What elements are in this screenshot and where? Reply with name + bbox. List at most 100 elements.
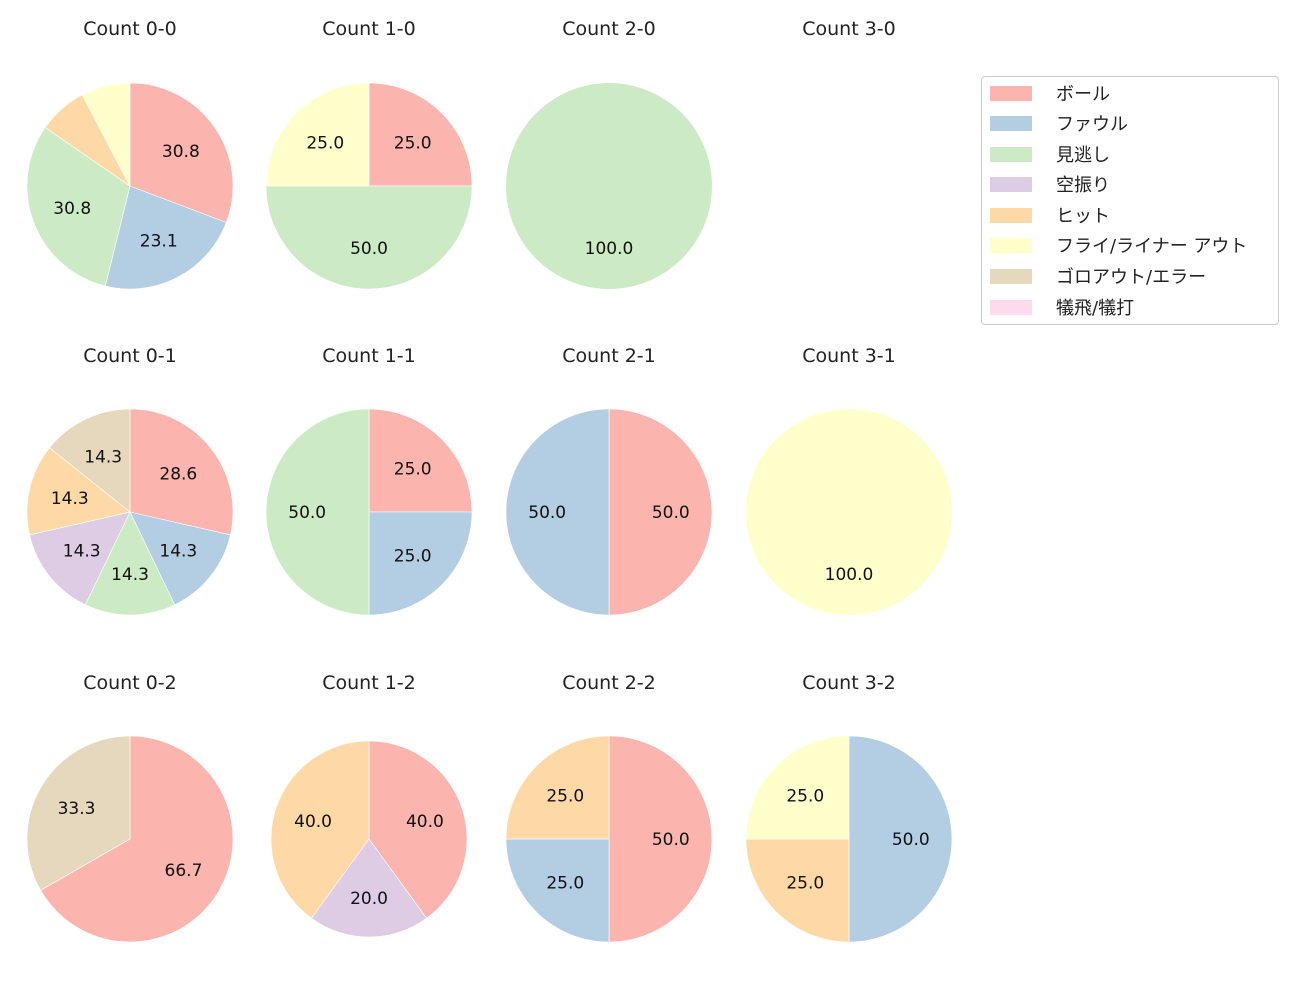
pie-slice-label: 25.0 — [394, 547, 432, 567]
pie-slice — [368, 740, 468, 919]
pie-slice — [104, 185, 227, 290]
pie-slice — [84, 511, 176, 616]
pie-slice — [26, 735, 131, 891]
pie-slice-label: 50.0 — [892, 830, 930, 850]
pie-slice — [368, 511, 473, 616]
pie-slice-label: 14.3 — [111, 565, 149, 585]
pie-slice — [745, 735, 850, 840]
legend-label: 見逃し — [1056, 145, 1110, 166]
legend-label: ボール — [1056, 84, 1110, 105]
pie-slice — [608, 735, 713, 943]
pie-slice — [506, 83, 712, 289]
pie-slice-label: 50.0 — [350, 239, 388, 259]
pie-slice-label: 23.1 — [140, 232, 178, 252]
pie-slice — [608, 408, 713, 616]
legend-swatch — [990, 146, 1032, 162]
legend-item-fly-liner-out: フライ/ライナー アウト — [990, 233, 1247, 257]
legend-swatch — [990, 299, 1032, 315]
pie-slice-label: 25.0 — [394, 459, 432, 479]
pie-slice — [29, 511, 131, 606]
legend: ボール ファウル 見逃し 空振り ヒット フライ/ライナー アウト ゴロアウト/… — [981, 76, 1279, 325]
pie-title: Count 3-0 — [802, 18, 896, 40]
pie-slice — [368, 82, 473, 187]
pie-title: Count 2-2 — [562, 672, 656, 694]
pie-title: Count 0-2 — [83, 672, 177, 694]
legend-swatch — [990, 237, 1032, 253]
legend-label: ゴロアウト/エラー — [1056, 267, 1207, 288]
pie-chart: Count 2-2 50.0 25.0 25.0 — [505, 672, 713, 943]
pie-slice — [505, 408, 610, 616]
pie-slice — [40, 735, 234, 943]
pie-slice-label: 28.6 — [159, 464, 197, 484]
pie-slice-label: 25.0 — [786, 786, 824, 806]
pie-title: Count 2-0 — [562, 18, 656, 40]
legend-item-ball: ボール — [990, 81, 1110, 105]
pie-chart: Count 0-0 30.8 23.1 30.8 — [26, 18, 234, 290]
pie-chart: Count 2-0 100.0 — [506, 18, 712, 289]
legend-item-swinging-strike: 空振り — [990, 172, 1110, 196]
legend-label: フライ/ライナー アウト — [1056, 236, 1248, 257]
pie-slice — [745, 838, 850, 943]
legend-item-sacrifice: 犠飛/犠打 — [990, 295, 1134, 319]
pie-slice — [270, 740, 370, 919]
pie-slice — [265, 185, 473, 290]
pie-slice-label: 33.3 — [58, 799, 96, 819]
legend-item-hit: ヒット — [990, 203, 1110, 227]
pie-title: Count 1-0 — [322, 18, 416, 40]
pie-slice-label: 25.0 — [306, 133, 344, 153]
pie-slice — [129, 82, 234, 223]
pie-chart: Count 1-1 25.0 25.0 50.0 — [265, 345, 473, 616]
pie-slice-label: 50.0 — [288, 503, 326, 523]
pie-title: Count 2-1 — [562, 345, 656, 367]
pie-slice — [505, 838, 610, 943]
pie-chart: Count 3-0 — [802, 18, 896, 40]
pie-slice-label: 30.8 — [162, 142, 200, 162]
pie-slice-label: 14.3 — [63, 542, 101, 562]
pie-slice-label: 14.3 — [51, 489, 89, 509]
pie-slice — [81, 82, 131, 187]
pie-title: Count 1-1 — [322, 345, 416, 367]
pie-chart: Count 0-2 66.7 33.3 — [26, 672, 234, 943]
pie-slice-label: 25.0 — [546, 874, 584, 894]
pie-slice — [26, 447, 131, 536]
pie-slice — [26, 127, 131, 287]
pie-slice — [746, 409, 952, 615]
pie-slice-label: 14.3 — [84, 447, 122, 467]
pie-slice — [129, 408, 234, 536]
pie-slice — [129, 511, 231, 606]
pie-slice — [368, 408, 473, 513]
pie-slice-label: 100.0 — [825, 565, 874, 585]
pie-slice-label: 25.0 — [546, 786, 584, 806]
pie-chart: Count 0-1 28.6 14.3 14.3 14.3 14.3 14.3 — [26, 345, 234, 616]
pie-slice-label: 50.0 — [528, 503, 566, 523]
pie-chart: Count 1-2 40.0 20.0 40.0 — [270, 672, 468, 938]
legend-item-foul: ファウル — [990, 111, 1128, 135]
pie-slice-label: 100.0 — [585, 239, 634, 259]
pie-slice-label: 14.3 — [159, 542, 197, 562]
pie-slice-label: 25.0 — [394, 133, 432, 153]
pie-slice-label: 25.0 — [786, 874, 824, 894]
pie-slice-label: 30.8 — [53, 199, 91, 219]
legend-swatch — [990, 115, 1032, 131]
pie-slice — [265, 408, 370, 616]
legend-item-called-strike: 見逃し — [990, 142, 1110, 166]
pie-chart: Count 1-0 25.0 50.0 25.0 — [265, 18, 473, 290]
pie-title: Count 3-2 — [802, 672, 896, 694]
pie-chart: Count 3-1 100.0 — [746, 345, 952, 615]
pie-slice-label: 66.7 — [165, 861, 203, 881]
pie-slice — [310, 838, 428, 938]
pie-slice-label: 20.0 — [350, 889, 388, 909]
pie-slice — [848, 735, 953, 943]
legend-swatch — [990, 176, 1032, 192]
legend-label: ヒット — [1056, 206, 1110, 227]
legend-label: ファウル — [1056, 114, 1128, 135]
pie-slice — [505, 735, 610, 840]
pie-slice — [265, 82, 370, 187]
pie-slice-label: 40.0 — [294, 812, 332, 832]
legend-swatch — [990, 85, 1032, 101]
pie-chart: Count 3-2 50.0 25.0 25.0 — [745, 672, 953, 943]
pie-chart: Count 2-1 50.0 50.0 — [505, 345, 713, 616]
legend-label: 空振り — [1056, 175, 1110, 196]
pie-title: Count 0-0 — [83, 18, 177, 40]
